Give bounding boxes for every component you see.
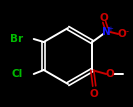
- Text: Cl: Cl: [11, 69, 23, 79]
- Text: -: -: [125, 27, 128, 36]
- Text: +: +: [107, 26, 113, 32]
- Text: N: N: [102, 27, 111, 37]
- Text: O: O: [90, 89, 99, 99]
- Text: O: O: [118, 29, 127, 39]
- Text: O: O: [106, 69, 115, 79]
- Text: Br: Br: [10, 34, 23, 44]
- Text: O: O: [100, 13, 109, 23]
